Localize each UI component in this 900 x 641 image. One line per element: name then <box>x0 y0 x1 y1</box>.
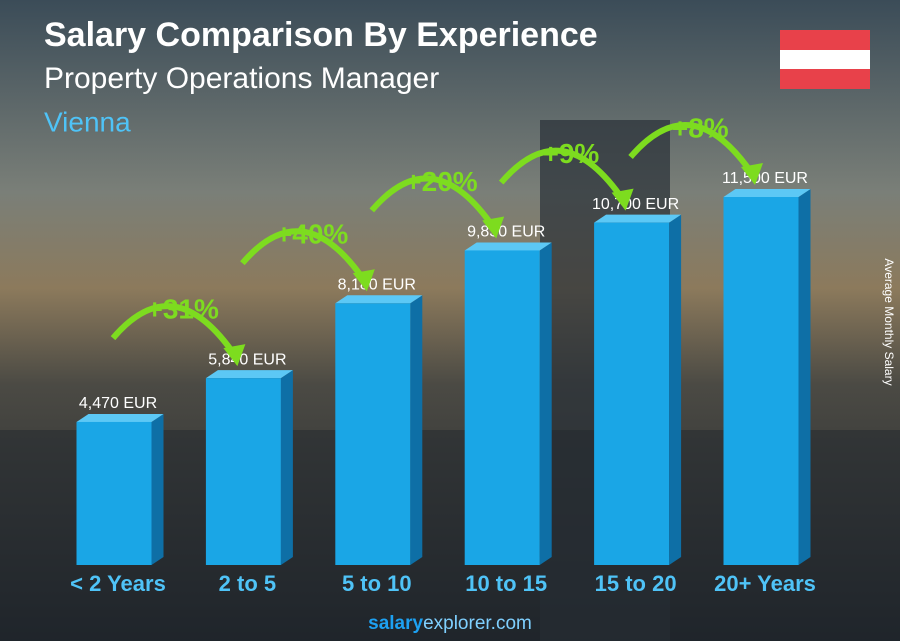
change-arrow <box>110 303 238 358</box>
bar <box>723 197 799 565</box>
value-label: 4,470 EUR <box>79 395 157 412</box>
change-label: +8% <box>672 112 729 143</box>
value-label: 9,830 EUR <box>467 224 545 241</box>
bar <box>335 303 411 565</box>
x-tick-label: 15 to 20 <box>595 571 677 596</box>
change-arrowhead <box>482 216 505 239</box>
bar-top <box>335 295 423 304</box>
change-arrowhead <box>741 163 763 185</box>
change-arrowhead <box>223 344 246 367</box>
bar-top <box>723 189 811 197</box>
bar-top <box>594 214 682 223</box>
y-axis-label: Average Monthly Salary <box>882 258 896 385</box>
x-tick-label: < 2 Years <box>70 571 166 596</box>
bar-top <box>76 413 164 422</box>
bar <box>464 250 540 565</box>
bar-side <box>151 413 164 565</box>
bar-side <box>539 242 552 565</box>
flag <box>780 30 870 89</box>
value-label: 8,180 EUR <box>338 276 416 293</box>
change-label: +40% <box>276 219 348 250</box>
bar-top <box>205 370 293 379</box>
change-arrow <box>498 147 627 203</box>
change-label: +31% <box>146 294 218 325</box>
bar <box>205 378 281 565</box>
change-arrow <box>369 175 497 231</box>
footer: salaryexplorer.com <box>368 613 532 634</box>
x-tick-label: 20+ Years <box>714 571 816 596</box>
x-tick-label: 5 to 10 <box>342 571 412 596</box>
x-tick-label: 2 to 5 <box>219 571 276 596</box>
bar-top <box>464 242 552 251</box>
change-label: +9% <box>542 138 599 169</box>
bar-side <box>410 295 423 565</box>
change-arrow <box>240 228 368 283</box>
bar <box>76 421 152 565</box>
change-arrowhead <box>352 269 375 292</box>
bar-side <box>669 214 682 565</box>
chart-title: Salary Comparison By Experience <box>44 16 598 54</box>
value-label: 10,700 EUR <box>592 196 679 213</box>
bar <box>594 222 670 565</box>
change-label: +20% <box>405 166 477 197</box>
bar-side <box>798 189 811 565</box>
bar-side <box>280 370 293 565</box>
location: Vienna <box>44 106 131 137</box>
value-label: 5,840 EUR <box>208 351 286 368</box>
subtitle: Property Operations Manager <box>44 62 439 95</box>
change-arrow <box>628 122 756 177</box>
footer-domain: explorer.com <box>423 613 532 634</box>
change-arrowhead <box>611 188 634 211</box>
x-tick-label: 10 to 15 <box>465 571 547 596</box>
footer-brand: salary <box>368 613 423 634</box>
value-label: 11,500 EUR <box>722 170 808 187</box>
